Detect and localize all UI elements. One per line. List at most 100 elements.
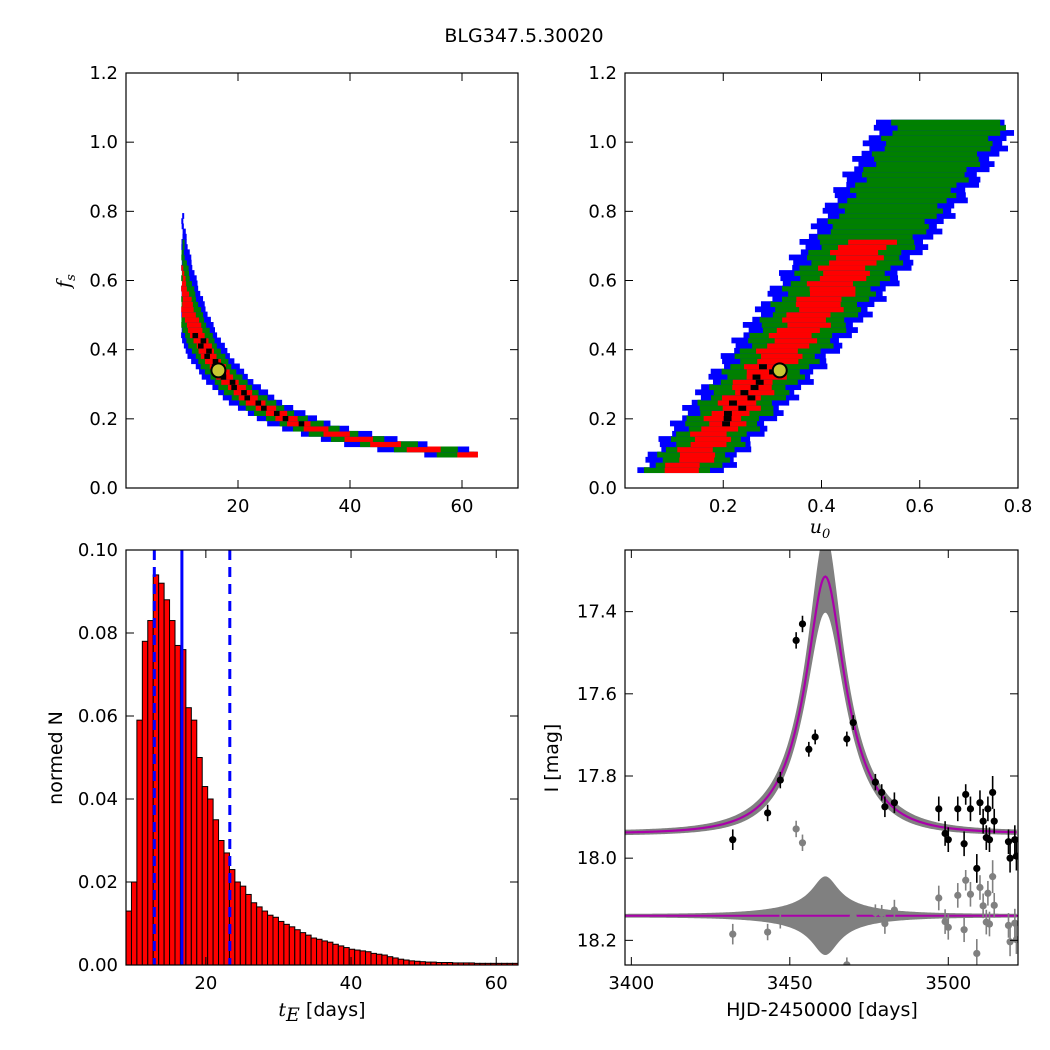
p2-ytick-label: 1.0: [588, 132, 617, 153]
p4-residual-point: [941, 918, 949, 926]
p1-density-cell: [182, 228, 186, 235]
p3-ytick-label: 0.08: [78, 623, 118, 644]
p2-density-cell: [703, 415, 742, 422]
p2-density-cell: [862, 171, 965, 178]
p4-data-point: [776, 776, 784, 784]
p1-density-cell: [182, 264, 189, 271]
p1-core-cell: [200, 337, 207, 344]
p1-core-cell: [255, 399, 262, 406]
p2-density-cell: [757, 358, 799, 365]
p1-density-cell: [181, 218, 184, 225]
p4-xtick-label: 3400: [608, 973, 654, 994]
p4-residual-point: [989, 873, 997, 881]
p4-residual-point: [954, 891, 962, 899]
p4-residual-point: [935, 894, 943, 902]
p4-residual-point: [890, 906, 898, 914]
p1-density-cell: [181, 280, 187, 287]
p3-bar: [403, 959, 410, 966]
p2-density-cell: [871, 150, 978, 157]
p2-density-cell: [819, 275, 867, 282]
p4-data-point: [843, 735, 851, 743]
p4-residual-point: [979, 902, 987, 910]
p2-xlabel: u0: [810, 516, 831, 542]
p1-density-cell: [181, 290, 190, 297]
p4-residual-point: [1006, 938, 1014, 946]
p1-density-cell: [182, 275, 197, 282]
p4-residual-point: [792, 825, 800, 833]
p1-core-cell: [229, 379, 236, 385]
p2-density-cell: [735, 389, 775, 396]
p4-residual-point: [812, 1032, 819, 1039]
p3-bar: [212, 819, 220, 966]
p1-density-cell: [436, 451, 475, 458]
p4-residual-point: [843, 961, 851, 965]
p3-bar: [158, 582, 165, 966]
p2-xtick-label: 0.6: [905, 496, 934, 517]
p3-bar: [343, 947, 350, 966]
p1-density-cell: [187, 327, 203, 333]
p4-data-point: [990, 817, 998, 825]
p4-data-point: [954, 805, 962, 813]
p2-ytick-label: 0.8: [588, 201, 617, 222]
p1-ylabel: fs: [53, 274, 79, 290]
p2-density-cell: [876, 161, 981, 167]
p4-data-point: [881, 803, 889, 811]
p1-density-cell: [181, 285, 187, 292]
p2-density-cell: [796, 296, 842, 302]
p4-residual-point: [1012, 935, 1018, 944]
p3-bars: [125, 574, 519, 966]
p2-density-cell: [830, 249, 879, 256]
p4-data-point: [792, 636, 800, 644]
p1-core-cell: [206, 347, 212, 354]
p3-ticks: 20 40 60 0.00 0.02 0.04 0.06 0.08 0.10: [78, 540, 518, 994]
p3-bar: [125, 910, 132, 966]
p4-residual-point: [776, 916, 784, 924]
p1-core-cell: [212, 358, 219, 365]
p3-bar: [190, 719, 198, 966]
p1-density-cell: [227, 384, 246, 391]
p2-density-cell: [679, 451, 716, 458]
p4-residual-point: [798, 839, 807, 847]
p2-xtick-label: 0.4: [807, 496, 836, 517]
p1-ytick-label: 0.0: [89, 478, 118, 499]
p1-core-cell: [197, 342, 204, 349]
p4-data-point: [973, 864, 981, 873]
p2-ytick-label: 0.0: [588, 478, 617, 499]
p2-density-cell: [838, 202, 938, 209]
p1-xtick-label: 40: [339, 496, 362, 517]
p3-bar: [272, 916, 279, 966]
p1-density-cell: [181, 223, 184, 230]
p4-plot-area: [625, 550, 1018, 1039]
p3-bar: [218, 840, 225, 966]
p3-bar: [397, 958, 405, 966]
p4-data-point: [979, 817, 987, 825]
p4-data-point: [811, 733, 819, 741]
p1-ticks: 20 40 60 0.0 0.2 0.4 0.6 0.8 1.0 1.2: [89, 63, 518, 517]
p4-ytick-label: 17.6: [577, 684, 617, 705]
p4-data-point: [976, 799, 984, 807]
p1-density-cell: [344, 436, 373, 442]
p2-density-cell: [844, 207, 943, 214]
p1-density-cell: [182, 270, 185, 276]
p1-density-cell: [182, 285, 195, 292]
panel-te-histogram: 20 40 600.000.020.040.060.080.10 normed N …: [45, 540, 519, 1026]
p1-density-cell: [182, 301, 193, 308]
p2-density-cell: [665, 462, 700, 468]
p4-data-point: [871, 778, 879, 786]
p4-residual-point: [871, 908, 879, 917]
p2-best-fit-marker: [771, 362, 788, 379]
p1-density-cell: [181, 270, 189, 276]
p2-density-cell: [776, 327, 820, 333]
p2-density-cell: [761, 353, 803, 359]
p2-density-cell: [717, 399, 757, 406]
p1-core-cell: [298, 420, 305, 427]
p1-density-cells: [181, 213, 478, 458]
p4-residual-point: [973, 949, 981, 958]
p1-core-cell: [231, 384, 237, 391]
p4-data-point: [890, 799, 898, 807]
p4-model-curve: [625, 575, 1017, 834]
p4-ytick-label: 17.8: [577, 766, 617, 787]
p4-residual-point: [966, 890, 975, 898]
p4-data-point: [960, 840, 968, 848]
p2-density-cell: [768, 332, 812, 339]
